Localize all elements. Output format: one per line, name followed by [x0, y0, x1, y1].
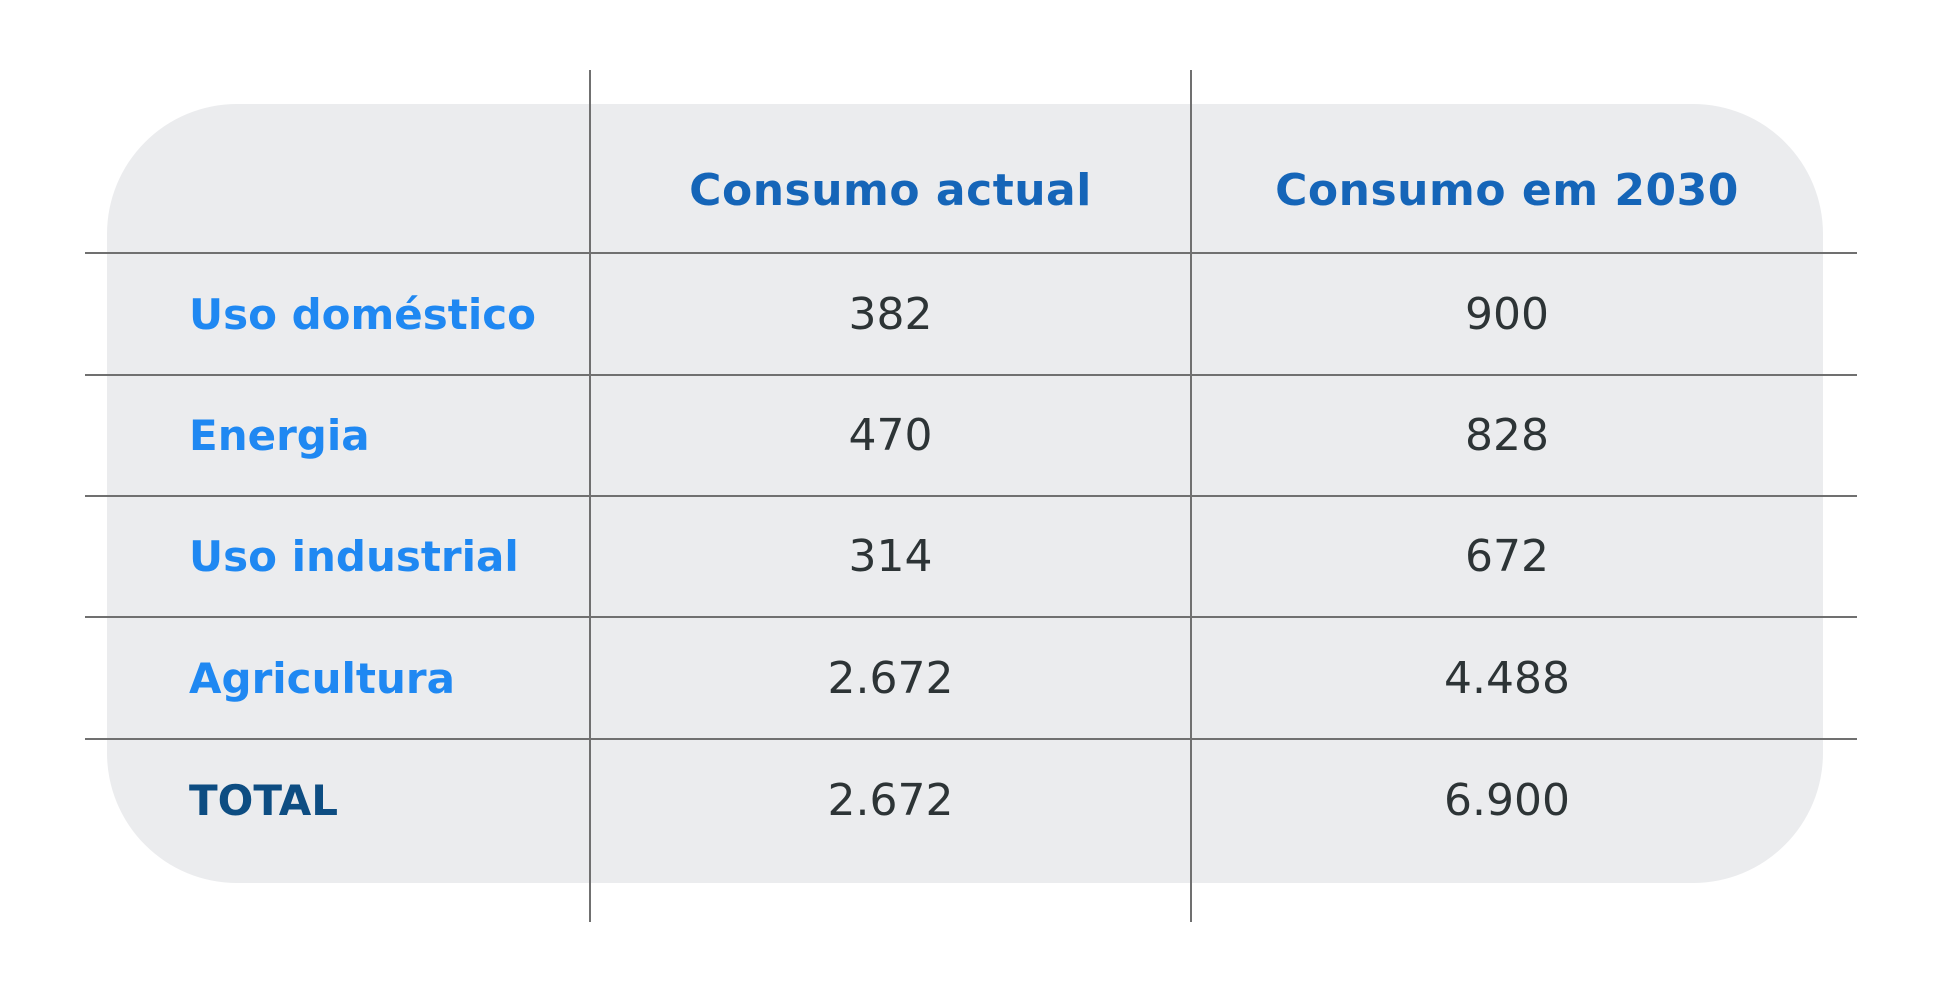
- value-total-2030: 6.900: [1444, 774, 1570, 826]
- value-uso-industrial-actual: 314: [848, 531, 933, 582]
- row-label-agricultura: Agricultura: [189, 653, 455, 703]
- grid-line-horizontal: [85, 252, 1857, 254]
- column-header-consumo-2030: Consumo em 2030: [1275, 164, 1739, 216]
- row-label-energia: Energia: [189, 411, 370, 460]
- value-agricultura-2030: 4.488: [1444, 652, 1570, 704]
- value-energia-2030: 828: [1465, 410, 1549, 461]
- grid-line-vertical: [1190, 70, 1192, 922]
- column-header-consumo-actual: Consumo actual: [689, 164, 1092, 216]
- row-label-uso-domestico: Uso doméstico: [189, 289, 536, 339]
- grid-line-horizontal: [85, 616, 1857, 618]
- value-uso-domestico-2030: 900: [1465, 288, 1549, 340]
- grid-line-vertical: [589, 70, 591, 922]
- table-background-panel: [107, 104, 1823, 883]
- value-agricultura-actual: 2.672: [827, 652, 954, 704]
- grid-line-horizontal: [85, 495, 1857, 497]
- row-label-uso-industrial: Uso industrial: [189, 532, 519, 581]
- grid-line-horizontal: [85, 738, 1857, 740]
- grid-line-horizontal: [85, 374, 1857, 376]
- value-uso-domestico-actual: 382: [848, 288, 933, 340]
- row-label-total: TOTAL: [189, 775, 339, 825]
- value-energia-actual: 470: [848, 410, 933, 461]
- value-uso-industrial-2030: 672: [1465, 531, 1549, 582]
- value-total-actual: 2.672: [827, 774, 954, 826]
